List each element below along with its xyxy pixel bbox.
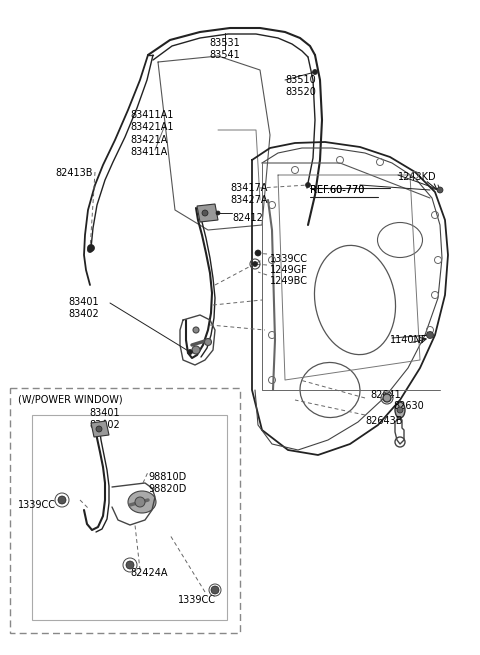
Text: 83417A
83427A: 83417A 83427A (230, 183, 267, 206)
Text: 1339CC: 1339CC (270, 254, 308, 264)
Circle shape (204, 339, 212, 345)
Circle shape (255, 250, 261, 256)
Text: REF.60-770: REF.60-770 (310, 185, 364, 195)
Text: 1249BC: 1249BC (270, 276, 308, 286)
Circle shape (87, 248, 93, 252)
Text: 82412: 82412 (232, 213, 263, 223)
Circle shape (135, 497, 145, 507)
Text: 82413B: 82413B (55, 168, 93, 178)
Text: 98810D
98820D: 98810D 98820D (148, 472, 186, 495)
Circle shape (211, 586, 219, 594)
Polygon shape (91, 421, 109, 437)
Text: 83531
83541: 83531 83541 (210, 38, 240, 60)
Text: 82630: 82630 (393, 401, 424, 411)
Circle shape (397, 407, 403, 413)
Circle shape (427, 331, 433, 339)
Text: 83510
83520: 83510 83520 (285, 75, 316, 98)
Circle shape (216, 211, 220, 215)
Text: 1243KD: 1243KD (398, 172, 437, 182)
Polygon shape (197, 204, 218, 222)
Text: 1339CC: 1339CC (18, 500, 56, 510)
Circle shape (193, 327, 199, 333)
Text: 83401
83402: 83401 83402 (90, 408, 120, 430)
Text: REF.60-770: REF.60-770 (310, 185, 364, 195)
Circle shape (305, 183, 311, 187)
Circle shape (58, 496, 66, 504)
Circle shape (87, 244, 95, 252)
Ellipse shape (395, 402, 405, 418)
Circle shape (192, 346, 200, 354)
Text: (W/POWER WINDOW): (W/POWER WINDOW) (18, 395, 122, 405)
Circle shape (202, 210, 208, 216)
Text: 83411A1
83421A1
83421A
83411A: 83411A1 83421A1 83421A 83411A (130, 110, 173, 157)
Bar (32, 415, 227, 620)
Bar (10, 388, 240, 633)
Ellipse shape (128, 491, 156, 513)
Circle shape (126, 561, 134, 569)
Text: 1140NF: 1140NF (390, 335, 428, 345)
Text: 83401
83402: 83401 83402 (68, 297, 99, 320)
Text: 82641: 82641 (370, 390, 401, 400)
Circle shape (96, 426, 102, 432)
Text: 82424A: 82424A (130, 568, 168, 578)
Circle shape (437, 187, 443, 193)
Text: 82643B: 82643B (365, 416, 403, 426)
Circle shape (188, 350, 192, 354)
Circle shape (312, 69, 317, 75)
Circle shape (383, 394, 391, 402)
Text: 1339CC: 1339CC (178, 595, 216, 605)
Text: 1249GF: 1249GF (270, 265, 308, 275)
Circle shape (252, 261, 257, 267)
